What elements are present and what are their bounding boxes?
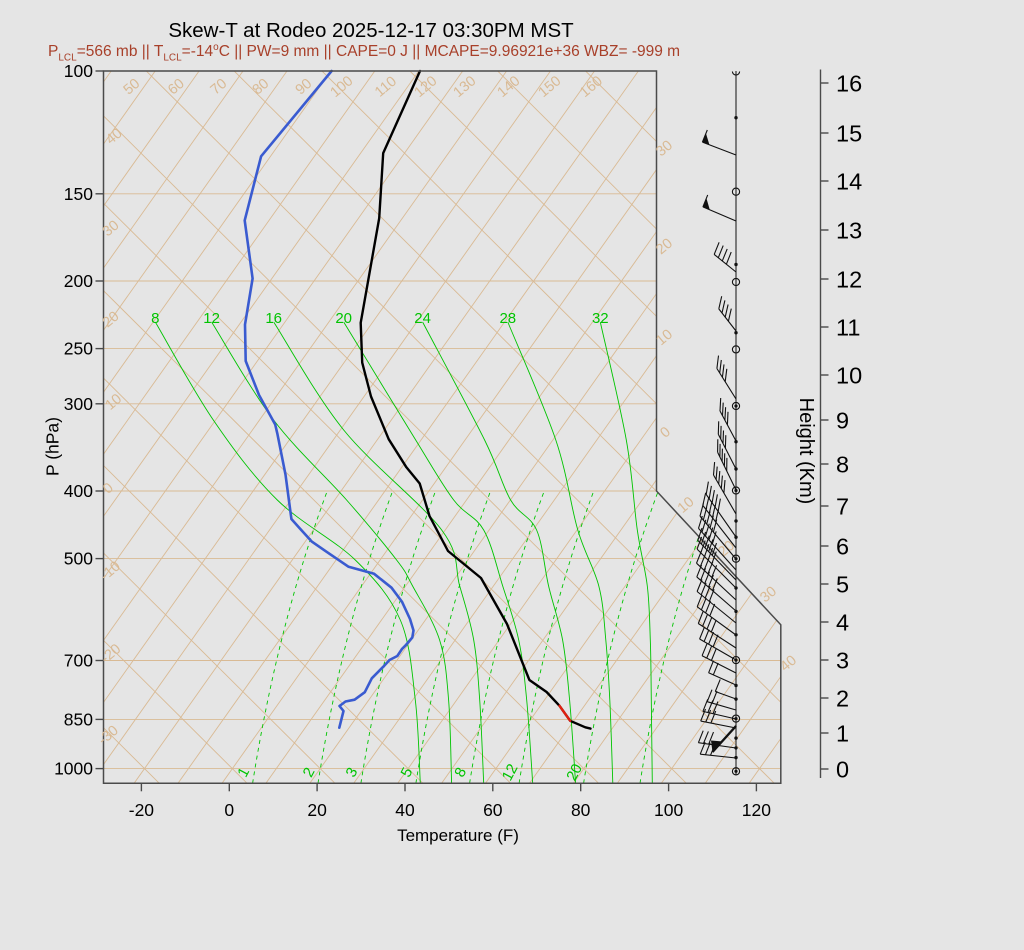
svg-text:80: 80: [250, 76, 273, 99]
svg-text:30: 30: [100, 217, 123, 240]
svg-text:20: 20: [653, 235, 676, 258]
svg-text:250: 250: [64, 339, 93, 359]
svg-text:2: 2: [836, 686, 849, 712]
svg-text:40: 40: [103, 125, 126, 148]
svg-text:12: 12: [499, 761, 522, 784]
svg-text:100: 100: [64, 61, 93, 81]
svg-text:20: 20: [100, 308, 123, 331]
svg-text:60: 60: [165, 76, 188, 99]
svg-text:1: 1: [836, 721, 849, 747]
svg-text:28: 28: [499, 310, 516, 327]
svg-text:11: 11: [836, 315, 860, 341]
svg-text:6: 6: [836, 534, 849, 560]
svg-text:1000: 1000: [54, 759, 93, 779]
svg-text:70: 70: [208, 76, 231, 99]
svg-text:P (hPa): P (hPa): [43, 417, 63, 476]
svg-text:Height (Km): Height (Km): [795, 398, 817, 505]
svg-text:300: 300: [64, 394, 93, 414]
svg-text:14: 14: [836, 169, 862, 195]
svg-text:10: 10: [103, 391, 126, 414]
svg-text:4: 4: [836, 610, 849, 636]
svg-text:100: 100: [654, 800, 683, 820]
svg-text:200: 200: [64, 271, 93, 291]
svg-text:40: 40: [395, 800, 415, 820]
svg-text:50: 50: [121, 76, 144, 99]
svg-text:12: 12: [836, 267, 862, 293]
svg-text:850: 850: [64, 709, 93, 729]
svg-text:10: 10: [653, 326, 676, 349]
svg-text:-20: -20: [129, 800, 155, 820]
svg-text:20: 20: [335, 310, 352, 327]
svg-text:13: 13: [836, 218, 862, 244]
svg-text:400: 400: [64, 481, 93, 501]
svg-text:120: 120: [742, 800, 771, 820]
svg-text:150: 150: [64, 184, 93, 204]
svg-text:16: 16: [265, 310, 282, 327]
svg-text:30: 30: [653, 137, 676, 160]
svg-text:5: 5: [836, 572, 849, 598]
svg-text:3: 3: [836, 648, 849, 674]
svg-text:700: 700: [64, 651, 93, 671]
svg-text:10: 10: [836, 363, 862, 389]
svg-text:15: 15: [836, 121, 862, 147]
svg-text:80: 80: [571, 800, 591, 820]
svg-text:8: 8: [151, 310, 159, 327]
svg-text:0: 0: [224, 800, 234, 820]
svg-text:20: 20: [563, 761, 586, 784]
svg-text:60: 60: [483, 800, 503, 820]
svg-text:Temperature (F): Temperature (F): [397, 826, 519, 845]
svg-text:90: 90: [293, 76, 316, 99]
svg-text:24: 24: [414, 310, 431, 327]
svg-text:0: 0: [836, 757, 849, 783]
svg-text:500: 500: [64, 549, 93, 569]
svg-text:16: 16: [836, 71, 862, 97]
svg-text:8: 8: [836, 452, 849, 478]
svg-text:32: 32: [592, 310, 609, 327]
svg-text:40: 40: [777, 652, 800, 675]
svg-text:30: 30: [757, 583, 780, 606]
svg-text:12: 12: [203, 310, 220, 327]
svg-text:7: 7: [836, 494, 849, 520]
svg-text:9: 9: [836, 408, 849, 434]
svg-text:10: 10: [675, 494, 698, 517]
svg-text:20: 20: [307, 800, 327, 820]
